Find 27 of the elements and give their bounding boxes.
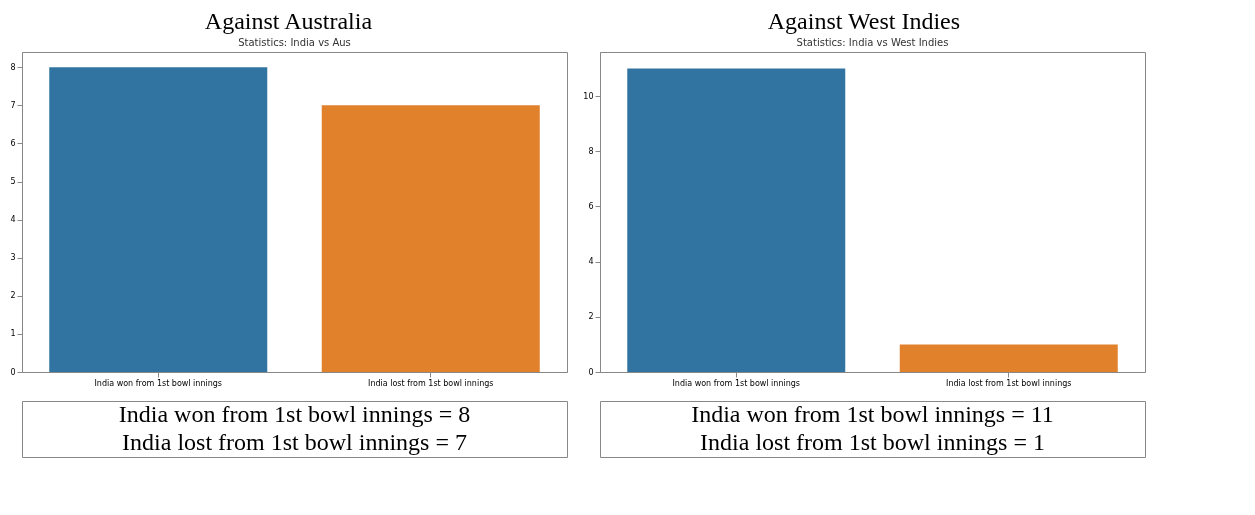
y-tick-label: 4: [10, 215, 16, 225]
x-tick-label: India won from 1st bowl innings: [672, 378, 801, 388]
x-tick-label: India won from 1st bowl innings: [94, 378, 223, 388]
text: India won from 1st bowl innings = 8: [118, 401, 471, 427]
y-tick-label: 6: [10, 138, 16, 148]
y-tick-label: 8: [588, 146, 594, 156]
y-tick-label: 0: [10, 367, 16, 377]
y-tick-label: 8: [10, 62, 16, 72]
y-tick-label: 1: [10, 329, 16, 339]
y-tick-label: 0: [588, 367, 594, 377]
y-tick-label: 7: [10, 100, 16, 110]
x-tick-label: India lost from 1st bowl innings: [368, 378, 494, 388]
y-tick-label: 3: [10, 253, 16, 263]
text: India lost from 1st bowl innings = 1: [700, 429, 1045, 455]
text: India lost from 1st bowl innings = 7: [122, 429, 467, 455]
x-tick-label: India lost from 1st bowl innings: [946, 378, 1072, 388]
y-tick-label: 4: [588, 257, 594, 267]
text: India won from 1st bowl innings = 11: [691, 401, 1054, 427]
chart-subtitle: Statistics: India vs Aus: [238, 37, 351, 48]
chart-subtitle: Statistics: India vs West Indies: [796, 37, 949, 48]
y-tick-label: 6: [588, 201, 594, 211]
y-tick-label: 2: [588, 312, 594, 322]
chart-title: Against Australia: [204, 7, 373, 34]
y-tick-label: 5: [10, 177, 16, 187]
y-tick-label: 2: [10, 291, 16, 301]
chart-title: Against West Indies: [767, 7, 961, 34]
y-tick-label: 10: [583, 91, 594, 101]
